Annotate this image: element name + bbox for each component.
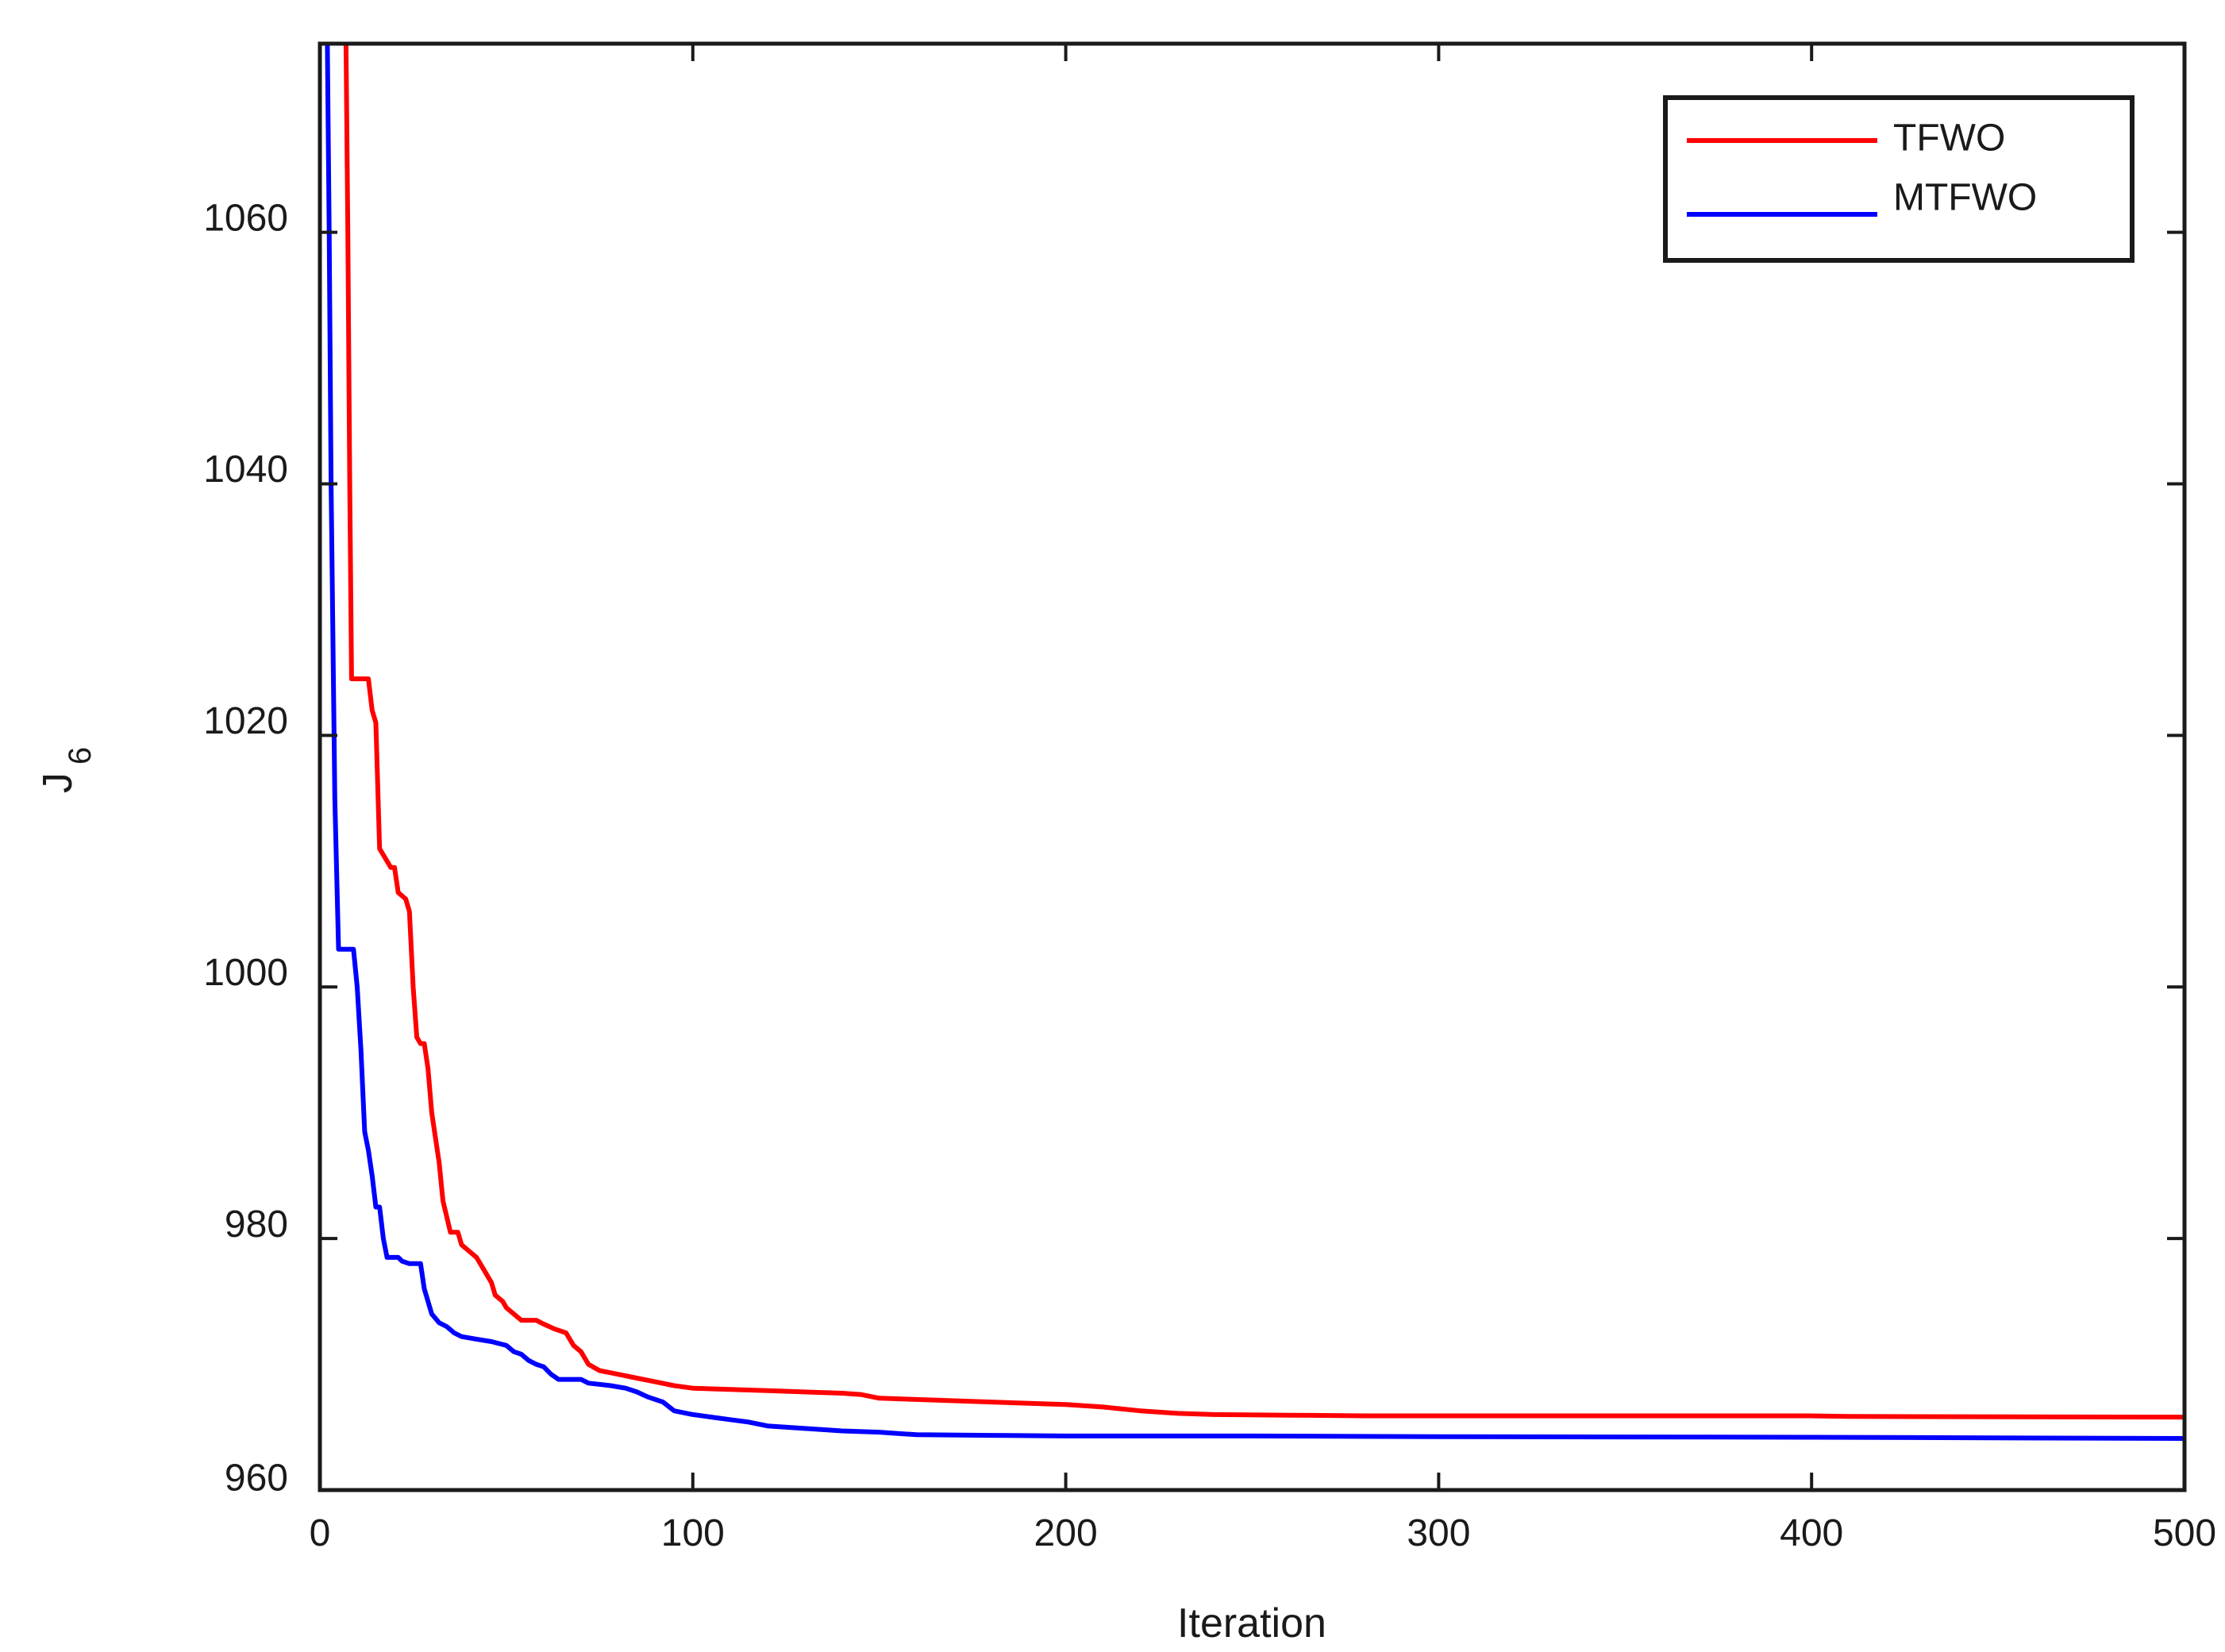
y-tick-label: 1020 (203, 700, 288, 742)
y-tick-label: 1040 (203, 449, 288, 491)
legend-label-mtfwo: MTFWO (1893, 177, 2037, 219)
series-line-mtfwo (325, 44, 2185, 1441)
x-tick-label: 400 (1780, 1512, 1843, 1554)
x-tick-label: 200 (1034, 1512, 1098, 1554)
y-tick-label: 960 (225, 1458, 288, 1500)
x-tick-label: 0 (310, 1512, 331, 1554)
series-layer (325, 44, 2185, 1441)
y-tick-label: 980 (225, 1203, 288, 1246)
legend: TFWO MTFWO (1663, 95, 2135, 263)
legend-label-tfwo: TFWO (1893, 117, 2005, 160)
x-axis-label: Iteration (1177, 1600, 1326, 1646)
y-axis-label: J6 (35, 747, 98, 793)
series-line-tfwo (343, 44, 2185, 1420)
y-tick-label: 1060 (203, 197, 288, 239)
legend-box (1663, 95, 2135, 263)
y-tick-label: 1000 (203, 952, 288, 994)
plot-area-frame (318, 41, 2187, 1492)
ticks-layer: 0 100 200 300 400 500 960 980 1000 1020 1040 1060 (203, 44, 2216, 1554)
x-tick-label: 300 (1407, 1512, 1470, 1554)
x-tick-label: 500 (2153, 1512, 2216, 1554)
y-axis-label-main: J (35, 772, 81, 793)
x-tick-label: 100 (661, 1512, 725, 1554)
y-axis-label-subscript: 6 (63, 747, 98, 764)
svg-text:J6: J6 (35, 747, 98, 793)
